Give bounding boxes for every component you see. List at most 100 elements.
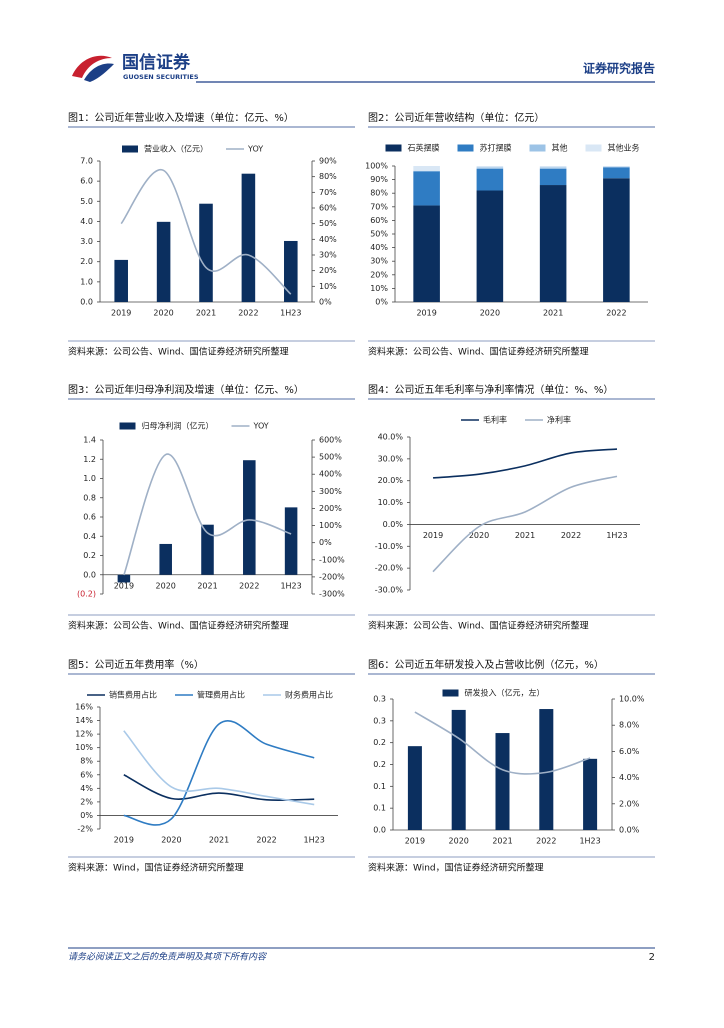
y-tick-label: 60%: [370, 216, 388, 225]
y-tick-label: 40%: [370, 243, 388, 252]
line: [123, 730, 315, 806]
figure-title: 图6：公司近五年研发投入及占营收比例（亿元，%）: [368, 658, 604, 671]
y-tick-label: 6.0%: [619, 747, 640, 756]
bar: [476, 166, 504, 168]
legend-label: 财务费用占比: [285, 690, 333, 700]
y-tick-label: 0.3: [373, 716, 386, 725]
line: [432, 448, 618, 479]
figure-source: 资料来源：公司公告、Wind、国信证券经济研究所整理: [368, 346, 589, 358]
y-tick-label: 40.0%: [378, 433, 404, 442]
y-tick-label: -20.0%: [375, 564, 404, 573]
bar: [603, 166, 630, 167]
y-tick-label: 6%: [80, 770, 93, 779]
y-tick-label: 90%: [319, 157, 337, 166]
y-tick-label: 0.4: [83, 532, 96, 541]
x-tick-label: 2022: [606, 309, 626, 318]
y-tick-label: -100%: [319, 555, 345, 564]
y-tick-label: 6.0: [80, 177, 93, 186]
line: [123, 720, 315, 826]
y-tick-label: 0%: [319, 538, 332, 547]
y-tick-label: (0.2): [77, 590, 96, 599]
x-tick-label: 1H23: [579, 837, 600, 846]
legend-swatch: [442, 689, 459, 697]
legend-swatch: [122, 145, 138, 153]
figure-title: 图5：公司近五年费用率（%）: [68, 658, 204, 671]
y-tick-label: 1.2: [83, 455, 96, 464]
y-tick-label: 0.1: [373, 804, 386, 813]
y-tick-label: -10.0%: [375, 542, 404, 551]
y-tick-label: 70%: [370, 202, 388, 211]
y-tick-label: 500%: [319, 453, 342, 462]
y-tick-label: 0.2: [373, 760, 386, 769]
x-tick-label: 2021: [492, 837, 512, 846]
y-tick-label: 10%: [370, 284, 388, 293]
x-tick-label: 2021: [209, 836, 229, 845]
line: [120, 169, 292, 295]
x-tick-label: 2021: [543, 309, 563, 318]
legend-label: 管理费用占比: [197, 690, 245, 700]
y-tick-label: 1.0: [83, 474, 96, 483]
x-tick-label: 2019: [416, 309, 436, 318]
y-tick-label: 600%: [319, 436, 342, 445]
bar: [201, 524, 214, 575]
y-tick-label: 4.0: [80, 217, 93, 226]
figure-title: 图4：公司近五年毛利率与净利率情况（单位：%、%）: [368, 383, 613, 396]
y-tick-label: -200%: [319, 572, 345, 581]
bar: [243, 460, 256, 575]
y-tick-label: 5.0: [80, 197, 93, 206]
y-tick-label: 80%: [370, 189, 388, 198]
line: [414, 711, 591, 775]
y-tick-label: 1.0: [80, 277, 93, 286]
legend-swatch: [585, 144, 602, 152]
page-number: 2: [649, 952, 655, 963]
x-tick-label: 2022: [239, 581, 259, 590]
y-tick-label: 70%: [319, 188, 337, 197]
figure-source: 资料来源：公司公告、Wind、国信证券经济研究所整理: [68, 620, 289, 632]
x-tick-label: 2019: [423, 531, 443, 540]
y-tick-label: 1.4: [83, 436, 96, 445]
y-tick-label: 16%: [75, 703, 93, 712]
y-tick-label: 50%: [370, 230, 388, 239]
y-tick-label: 0.0: [373, 826, 386, 835]
bar: [159, 543, 172, 575]
bar: [413, 205, 440, 302]
figure-source: 资料来源：Wind，国信证券经济研究所整理: [368, 862, 544, 874]
legend-label: 毛利率: [483, 415, 507, 425]
y-tick-label: 4%: [80, 784, 93, 793]
bar: [603, 167, 630, 179]
bar: [199, 203, 213, 302]
x-tick-label: 2021: [515, 531, 535, 540]
legend-label: 其他业务: [608, 143, 640, 153]
disclaimer: 请务必阅读正文之后的免责声明及其项下所有内容: [68, 952, 267, 963]
y-tick-label: 80%: [319, 172, 337, 181]
logo: [72, 55, 114, 82]
bar: [156, 221, 171, 302]
bar: [603, 166, 630, 168]
y-tick-label: 0.8: [83, 493, 96, 502]
y-tick-label: 10%: [75, 743, 93, 752]
y-tick-label: 30%: [370, 257, 388, 266]
bar: [284, 240, 298, 302]
y-tick-label: 12%: [75, 730, 93, 739]
y-tick-label: 2.0%: [619, 799, 640, 808]
y-tick-label: 0.6: [83, 513, 96, 522]
y-tick-label: 200%: [319, 504, 342, 513]
y-tick-label: 0.0%: [619, 826, 640, 835]
y-tick-label: 100%: [319, 521, 342, 530]
report-type: 证券研究报告: [583, 61, 655, 76]
bar: [539, 185, 567, 302]
y-tick-label: 0%: [375, 298, 388, 307]
logo-swoosh-blue: [84, 63, 114, 82]
x-tick-label: 2020: [449, 837, 469, 846]
line: [123, 774, 315, 801]
y-tick-label: 0.0%: [383, 520, 404, 529]
y-tick-label: 20%: [370, 270, 388, 279]
legend-label: 其他: [552, 143, 568, 153]
x-tick-label: 2022: [561, 531, 581, 540]
legend-label: 净利率: [547, 415, 571, 425]
x-tick-label: 2019: [114, 581, 134, 590]
figure-title: 图1：公司近年营业收入及增速（单位：亿元、%）: [68, 111, 294, 124]
legend-label: 苏打摆膜: [480, 143, 512, 153]
x-tick-label: 2022: [256, 836, 276, 845]
